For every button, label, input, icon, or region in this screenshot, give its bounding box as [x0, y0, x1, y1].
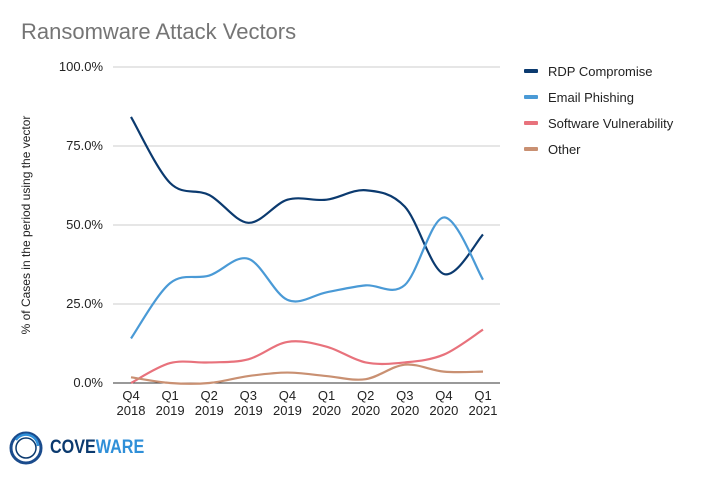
x-tick-label: Q2 [201, 388, 218, 403]
legend-label: Email Phishing [548, 89, 634, 105]
x-tick-label: 2019 [273, 403, 302, 418]
series-line-other [130, 363, 484, 385]
y-tick-label: 25.0% [66, 296, 103, 311]
y-tick-label: 75.0% [66, 138, 103, 153]
series-line-software-vulnerability [130, 328, 484, 384]
legend-label: RDP Compromise [548, 63, 653, 79]
y-tick-label: 50.0% [66, 217, 103, 232]
x-tick-label: Q4 [435, 388, 452, 403]
x-tick-label: 2018 [117, 403, 146, 418]
legend-swatch [524, 121, 538, 125]
x-tick-label: 2020 [312, 403, 341, 418]
x-tick-label: Q4 [279, 388, 296, 403]
legend-item: Software Vulnerability [524, 110, 673, 136]
logo-text: COVEWARE [50, 437, 145, 458]
y-tick-label: 100.0% [59, 59, 104, 74]
x-tick-label: 2020 [429, 403, 458, 418]
x-tick-label: Q1 [161, 388, 178, 403]
x-tick-label: 2019 [234, 403, 263, 418]
legend-swatch [524, 95, 538, 99]
coveware-logo-icon [9, 431, 43, 465]
x-tick-label: 2019 [195, 403, 224, 418]
x-tick-label: 2020 [390, 403, 419, 418]
legend-item: RDP Compromise [524, 58, 673, 84]
legend-swatch [524, 147, 538, 151]
x-tick-label: 2019 [156, 403, 185, 418]
series-line-email-phishing [130, 216, 484, 340]
legend-item: Other [524, 136, 673, 162]
x-tick-label: 2020 [351, 403, 380, 418]
series-line-rdp-compromise [130, 116, 484, 276]
legend: RDP Compromise Email Phishing Software Vul… [524, 58, 673, 162]
x-tick-label: Q3 [240, 388, 257, 403]
x-tick-label: 2021 [469, 403, 498, 418]
x-tick-label: Q2 [357, 388, 374, 403]
legend-swatch [524, 69, 538, 73]
coveware-logo: COVEWARE [8, 430, 161, 466]
x-tick-label: Q1 [474, 388, 491, 403]
legend-item: Email Phishing [524, 84, 673, 110]
x-tick-label: Q1 [318, 388, 335, 403]
chart-title: Ransomware Attack Vectors [21, 19, 297, 44]
x-tick-label: Q4 [122, 388, 139, 403]
x-tick-label: Q3 [396, 388, 413, 403]
legend-label: Other [548, 141, 581, 157]
legend-label: Software Vulnerability [548, 115, 674, 131]
y-tick-label: 0.0% [73, 375, 103, 390]
